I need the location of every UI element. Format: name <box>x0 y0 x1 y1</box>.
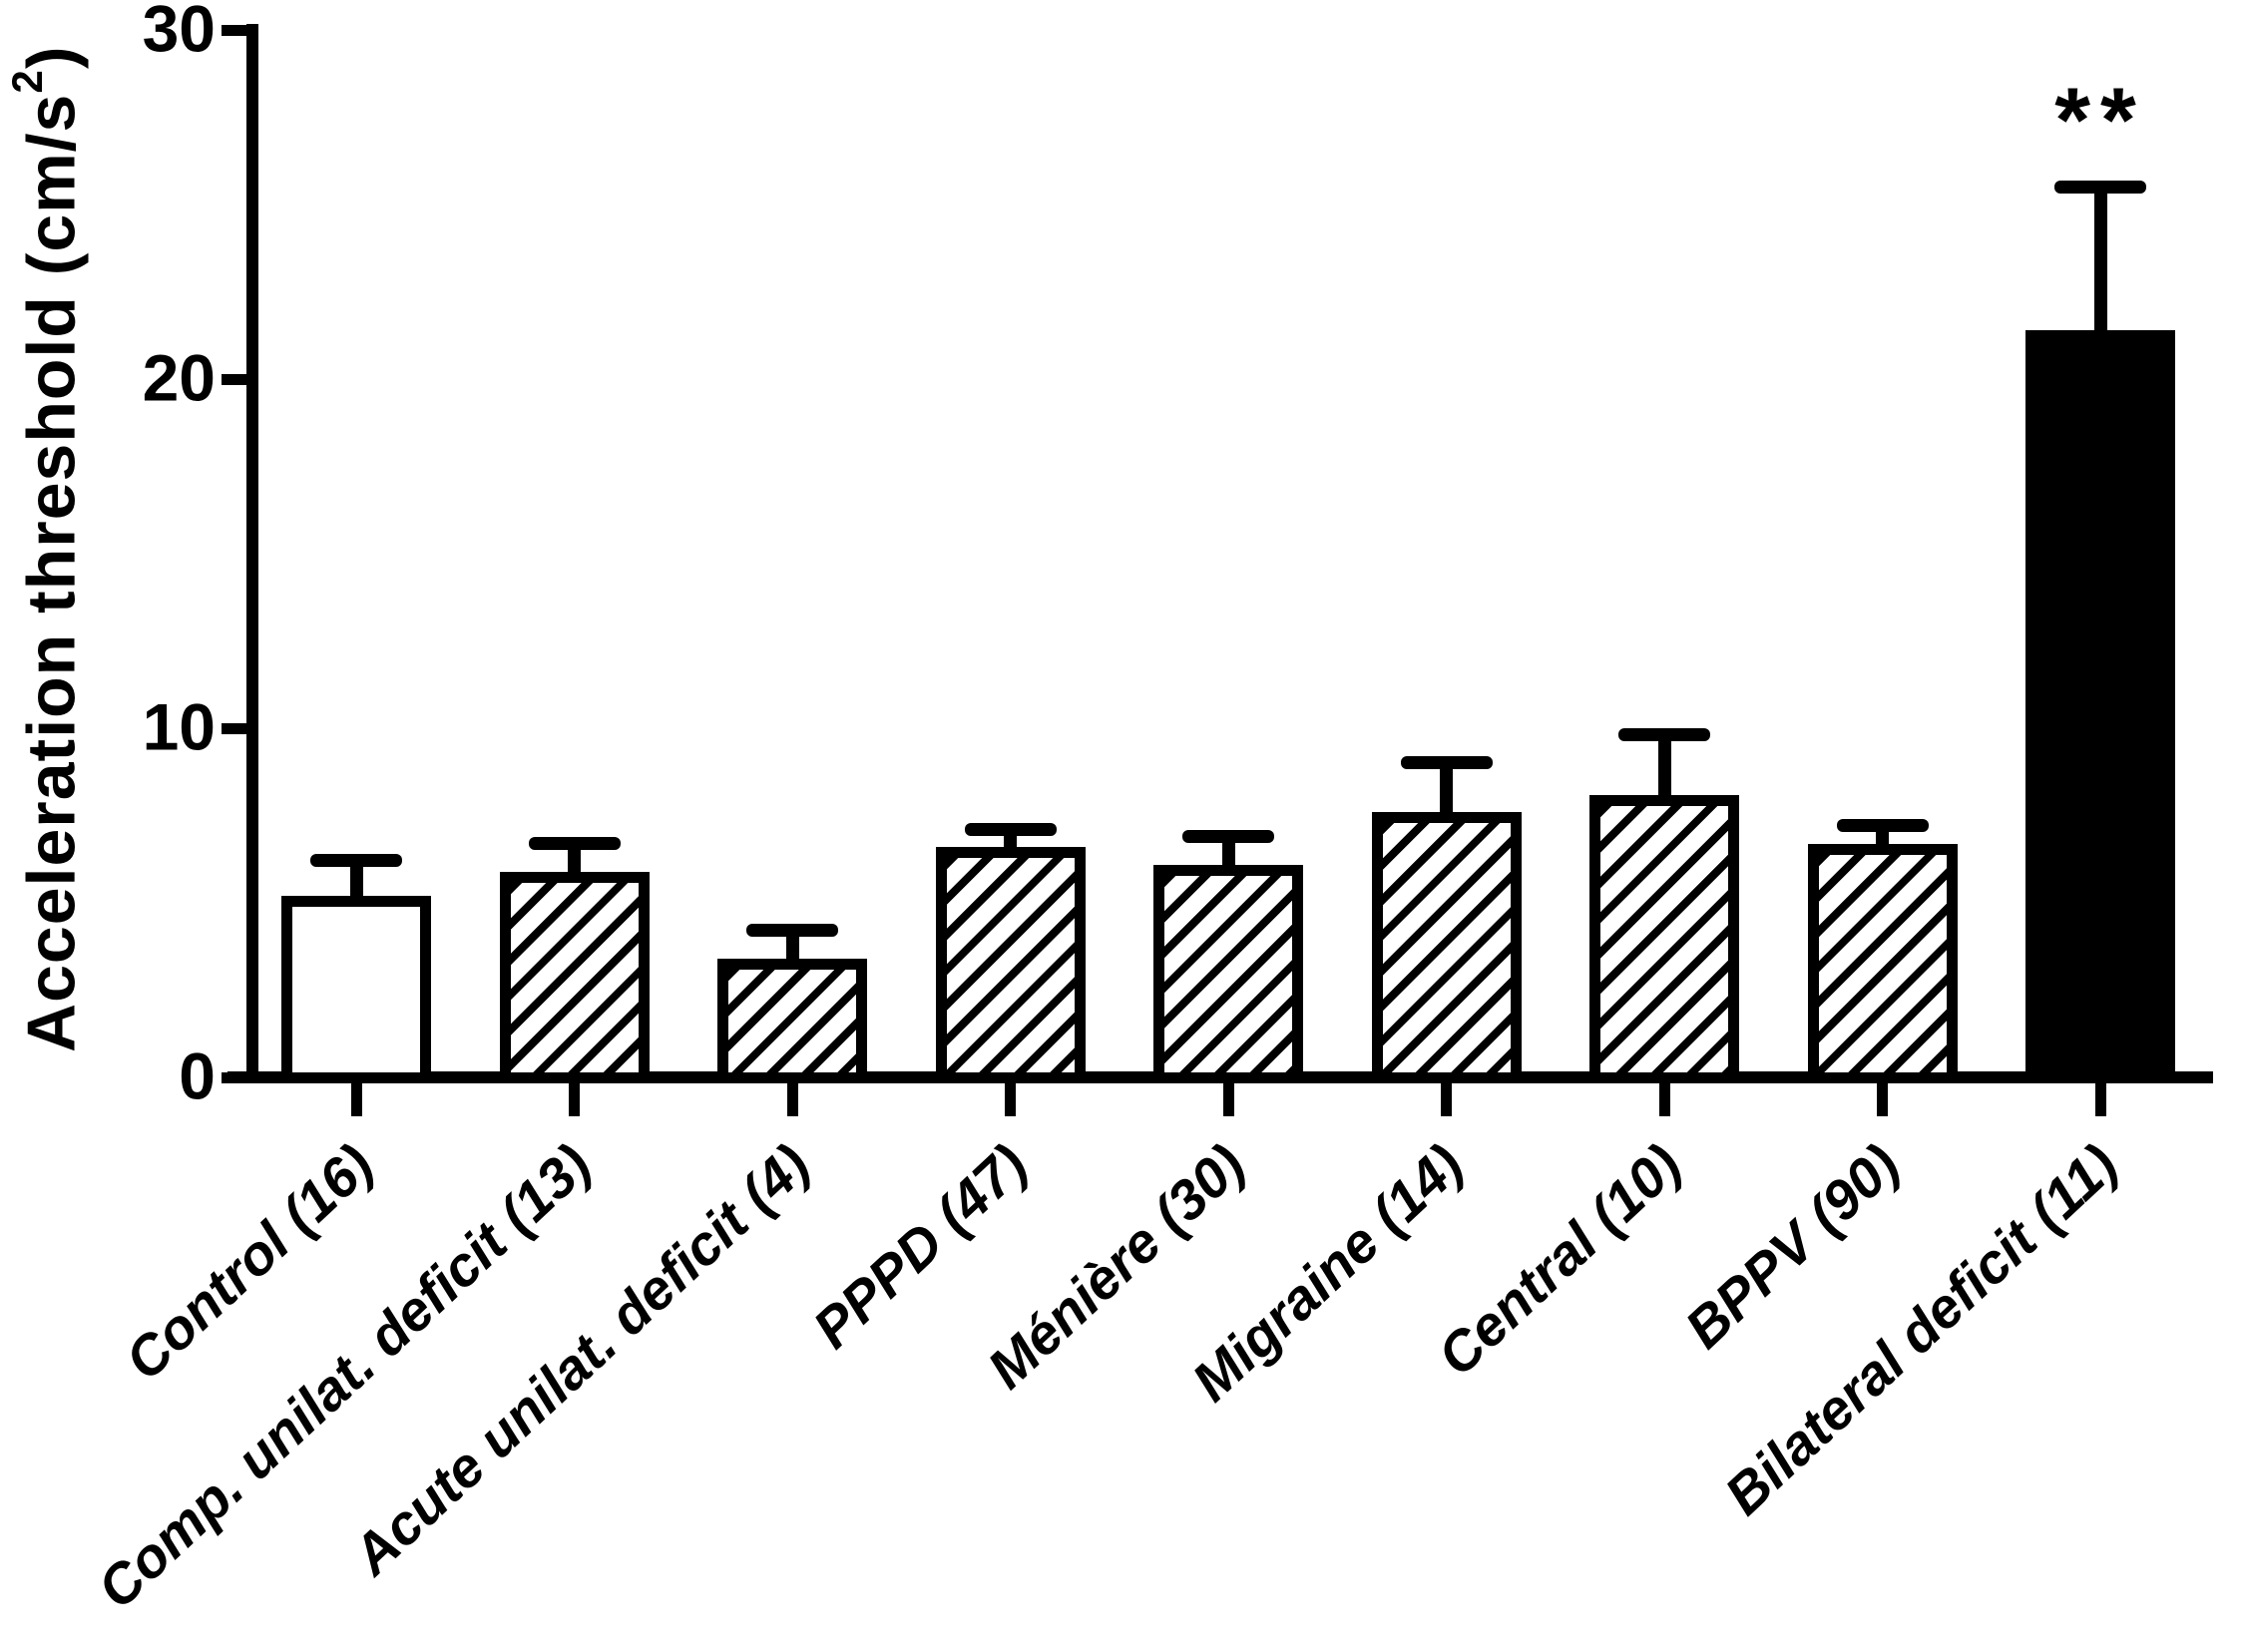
x-tick <box>1658 1083 1670 1116</box>
y-tick <box>222 1072 247 1083</box>
y-tick-label: 20 <box>142 340 216 415</box>
error-bar-cap <box>1182 829 1274 843</box>
x-tick <box>2094 1083 2106 1116</box>
error-bar-cap <box>746 924 838 937</box>
x-tick-label: Bilateral deficit (11) <box>1711 1131 2129 1527</box>
error-bar-cap <box>528 836 621 850</box>
error-bar-stem <box>1657 728 1671 801</box>
error-bar-stem <box>2093 180 2107 336</box>
error-bar-cap <box>1618 728 1710 741</box>
x-tick <box>350 1083 362 1116</box>
bar-5 <box>1153 864 1303 1083</box>
y-tick <box>222 25 247 36</box>
y-axis-title-text: Acceleration threshold (cm/s <box>13 93 90 1052</box>
bar-6 <box>1371 812 1522 1083</box>
y-tick-label: 0 <box>179 1038 216 1113</box>
x-tick <box>1877 1083 1888 1116</box>
x-tick <box>569 1083 580 1116</box>
y-tick <box>222 374 247 385</box>
y-tick-label: 10 <box>142 689 216 764</box>
bar-8 <box>1807 843 1958 1083</box>
y-tick <box>222 723 247 734</box>
error-bar-cap <box>2054 180 2146 194</box>
y-axis-title-superscript: 2 <box>4 68 51 94</box>
bar-2 <box>499 871 650 1083</box>
bar-4 <box>935 847 1086 1083</box>
y-axis-title: Acceleration threshold (cm/s2) <box>4 30 100 1067</box>
bar-7 <box>1589 794 1739 1083</box>
x-tick <box>1441 1083 1452 1116</box>
error-bar-cap <box>310 854 402 867</box>
bar-1 <box>281 896 431 1083</box>
error-bar-stem <box>1440 756 1453 818</box>
significance-annotation: ** <box>2054 69 2146 172</box>
error-bar-cap <box>1400 756 1493 769</box>
error-bar-cap <box>964 822 1057 836</box>
x-tick <box>786 1083 798 1116</box>
y-axis-line <box>246 24 258 1083</box>
x-tick <box>1222 1083 1234 1116</box>
bar-3 <box>717 959 867 1083</box>
error-bar-cap <box>1836 819 1929 832</box>
y-tick-label: 30 <box>142 0 216 66</box>
bar-9 <box>2025 330 2175 1083</box>
x-tick <box>1005 1083 1016 1116</box>
